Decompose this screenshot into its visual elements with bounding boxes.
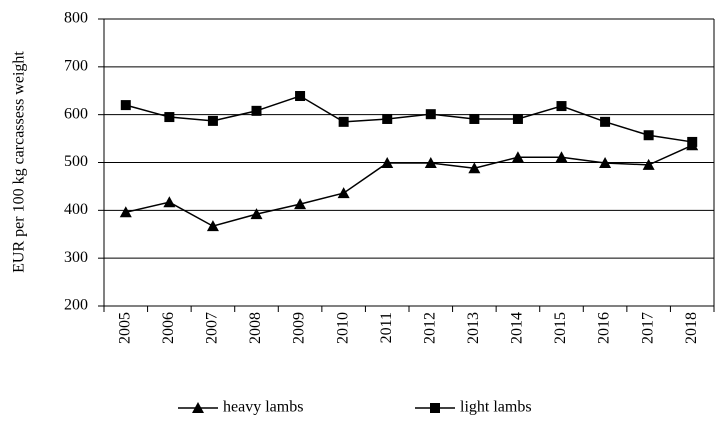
marker — [424, 156, 437, 168]
marker — [382, 113, 393, 124]
marker — [381, 156, 394, 168]
y-tick-label: 600 — [64, 105, 88, 122]
legend-marker — [192, 402, 204, 413]
x-tick-label: 2017 — [639, 312, 656, 344]
legend-label: light lambs — [460, 399, 532, 416]
x-tick-label: 2018 — [683, 312, 700, 344]
y-tick-label: 800 — [64, 10, 88, 27]
y-tick-label: 200 — [64, 297, 88, 314]
marker — [294, 198, 307, 210]
y-tick-label: 700 — [64, 58, 88, 75]
marker — [251, 105, 262, 116]
marker — [556, 101, 567, 112]
marker — [468, 162, 481, 174]
marker — [600, 116, 611, 127]
marker — [164, 112, 175, 123]
x-tick-label: 2013 — [465, 312, 482, 344]
marker — [511, 151, 524, 163]
x-tick-label: 2009 — [291, 312, 308, 344]
marker — [207, 115, 218, 126]
series-line — [125, 95, 693, 143]
x-tick-label: 2011 — [378, 312, 395, 343]
marker — [555, 151, 568, 163]
legend-marker — [430, 403, 440, 413]
x-tick-label: 2008 — [247, 312, 264, 344]
x-tick-label: 2016 — [596, 312, 613, 344]
x-tick-label: 2015 — [552, 312, 569, 344]
x-tick-label: 2014 — [509, 312, 526, 344]
x-tick-label: 2005 — [116, 312, 133, 344]
marker — [206, 220, 219, 232]
marker — [642, 158, 655, 170]
x-tick-label: 2006 — [160, 312, 177, 344]
x-tick-label: 2010 — [334, 312, 351, 344]
y-tick-label: 400 — [64, 201, 88, 218]
x-tick-label: 2007 — [204, 312, 221, 344]
x-tick-label: 2012 — [421, 312, 438, 344]
marker — [599, 156, 612, 168]
marker — [469, 113, 480, 124]
marker — [120, 100, 131, 111]
y-tick-label: 300 — [64, 249, 88, 266]
marker — [163, 196, 176, 208]
marker — [337, 187, 350, 199]
marker — [338, 116, 349, 127]
marker — [295, 91, 306, 102]
marker — [687, 136, 698, 147]
marker — [643, 130, 654, 141]
legend-label: heavy lambs — [223, 399, 303, 416]
y-axis-label: EUR per 100 kg carcassess weight — [11, 51, 28, 273]
series-line — [125, 144, 693, 227]
marker — [119, 206, 132, 218]
marker — [425, 109, 436, 120]
y-tick-label: 500 — [64, 153, 88, 170]
marker — [250, 208, 263, 220]
marker — [512, 113, 523, 124]
